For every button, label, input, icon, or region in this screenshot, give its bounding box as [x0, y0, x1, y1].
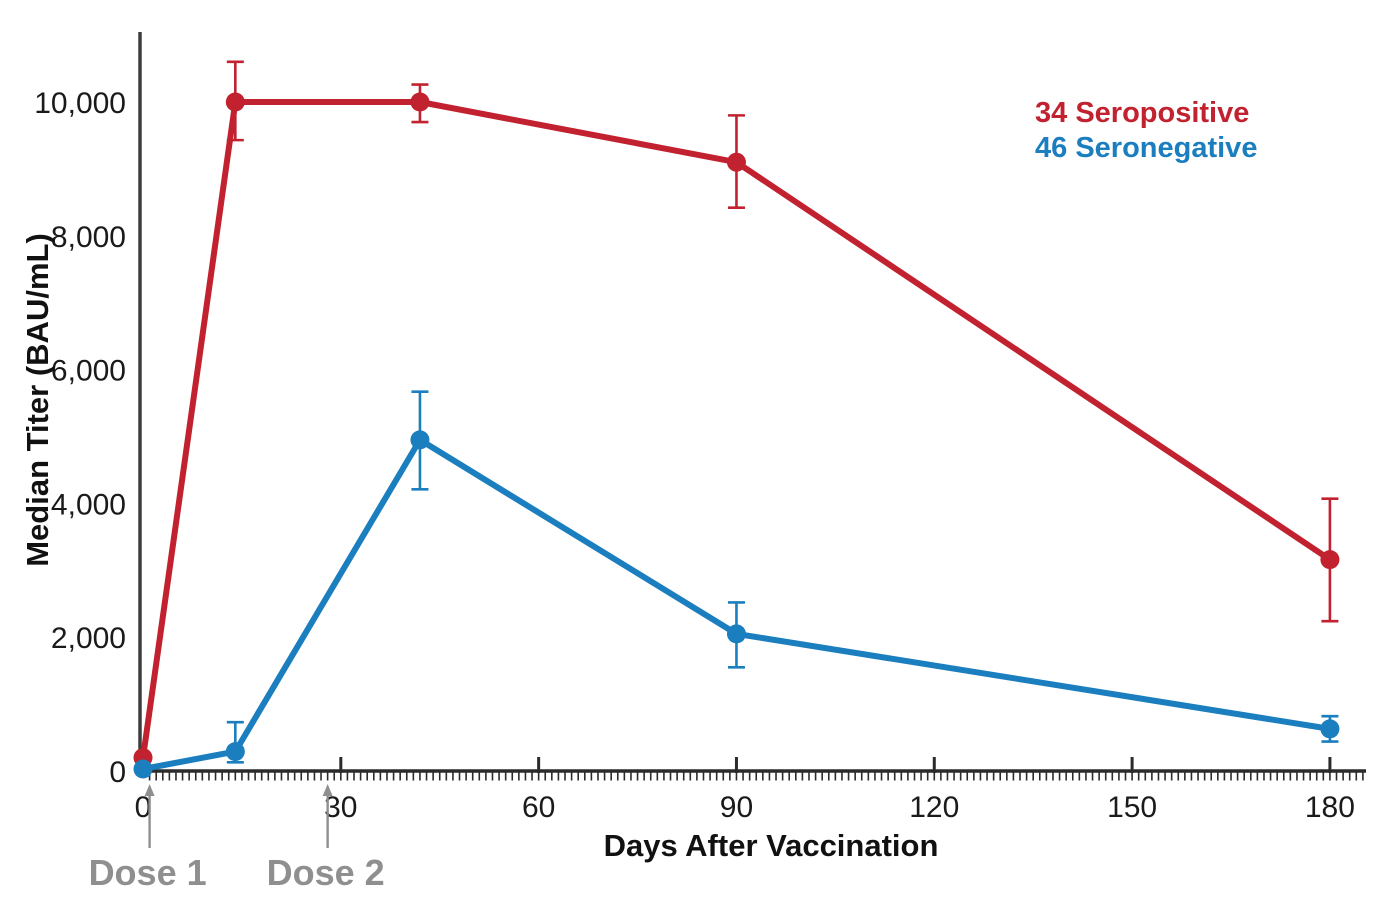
data-point — [225, 742, 245, 762]
data-point — [133, 759, 153, 779]
y-tick-label: 4,000 — [51, 488, 126, 521]
x-tick-label: 90 — [720, 791, 753, 824]
x-tick-label: 120 — [909, 791, 959, 824]
y-axis-title: Median Titer (BAU/mL) — [20, 233, 55, 567]
data-point — [410, 92, 430, 112]
y-tick-label: 0 — [109, 756, 126, 789]
x-axis-title: Days After Vaccination — [603, 828, 939, 863]
legend-item-seropositive: 34 Seropositive — [1035, 97, 1250, 129]
x-tick-label: 30 — [324, 791, 357, 824]
data-point — [726, 152, 746, 172]
y-tick-label: 8,000 — [51, 221, 126, 254]
dose-arrow-head — [322, 784, 333, 796]
y-tick-label: 10,000 — [34, 87, 126, 120]
data-point — [726, 624, 746, 644]
y-tick-label: 6,000 — [51, 355, 126, 388]
x-tick-label: 0 — [135, 791, 152, 824]
legend: 34 Seropositive 46 Seronegative — [1035, 98, 1257, 164]
legend-item-seronegative: 46 Seronegative — [1035, 132, 1258, 164]
y-tick-label: 2,000 — [51, 622, 126, 655]
dose-label: Dose 1 — [89, 852, 207, 893]
x-tick-label: 60 — [522, 791, 555, 824]
data-point — [1320, 550, 1340, 570]
dose-label: Dose 2 — [267, 852, 385, 893]
data-point — [1320, 719, 1340, 739]
x-tick-label: 180 — [1305, 791, 1355, 824]
data-point — [410, 430, 430, 450]
dose-arrow-head — [144, 784, 155, 796]
data-point — [225, 92, 245, 112]
x-tick-label: 150 — [1107, 791, 1157, 824]
